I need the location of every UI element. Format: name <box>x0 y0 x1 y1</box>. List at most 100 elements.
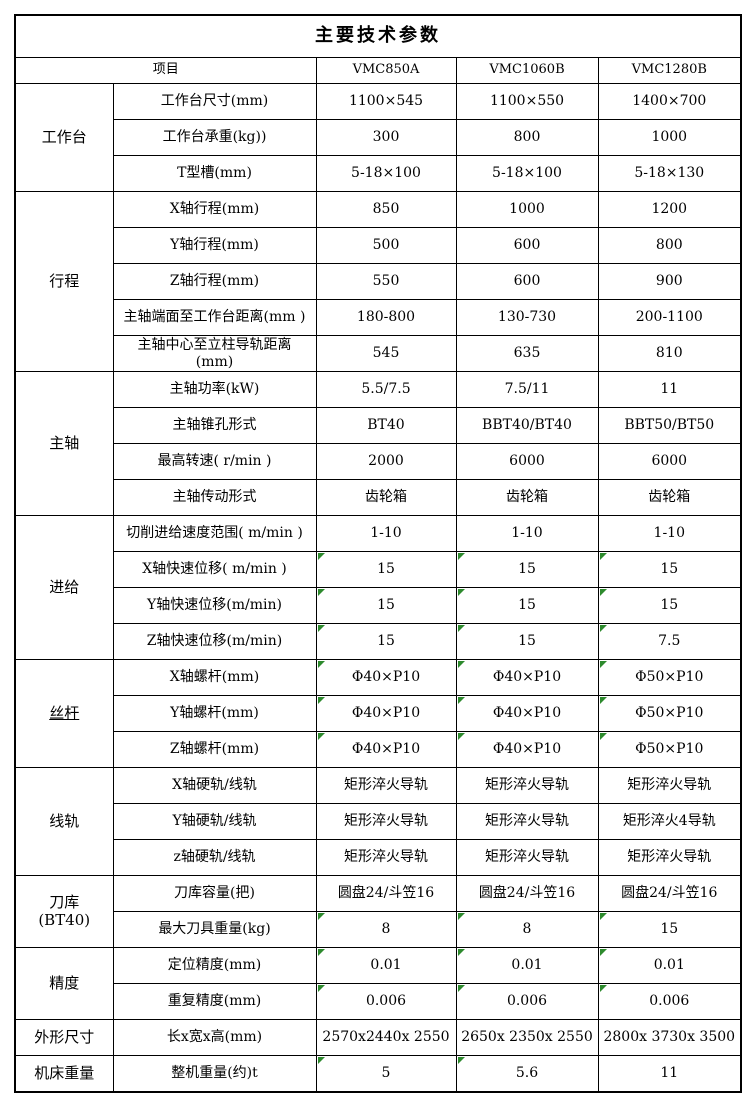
green-corner-triangle-icon <box>317 1057 325 1064</box>
value-text: 200-1100 <box>635 309 703 326</box>
value-cell: 300 <box>315 119 457 156</box>
value-text: Φ40×P10 <box>351 705 421 722</box>
value-cell: 2800x 3730x 3500 <box>597 1019 742 1056</box>
param-label: 切削进给速度范围( m/min ) <box>112 515 317 552</box>
value-text: 5-18×100 <box>351 165 421 182</box>
value-cell: 矩形淬火4导轨 <box>597 803 742 840</box>
value-cell: 810 <box>597 335 742 372</box>
value-cell: 矩形淬火导轨 <box>597 767 742 804</box>
param-label: Y轴行程(mm) <box>112 227 317 264</box>
value-cell: 15 <box>315 587 457 624</box>
value-cell: 800 <box>455 119 599 156</box>
value-text: 1-10 <box>511 525 543 542</box>
value-text: 15 <box>377 561 395 578</box>
param-label: Z轴快速位移(m/min) <box>112 623 317 660</box>
value-cell: 1-10 <box>315 515 457 552</box>
value-cell: 15 <box>597 551 742 588</box>
value-text: 7.5/11 <box>504 381 550 398</box>
spec-row: 重复精度(mm) 0.006 0.006 0.006 <box>15 983 742 1020</box>
spec-row: Z轴行程(mm) 550 600 900 <box>15 263 742 300</box>
value-cell: Φ50×P10 <box>597 659 742 696</box>
value-cell: 6000 <box>455 443 599 480</box>
title-row: 主要技术参数 <box>14 14 742 58</box>
group-label: 精度 <box>14 947 114 1020</box>
value-cell: 5-18×130 <box>597 155 742 192</box>
value-cell: 1-10 <box>455 515 599 552</box>
value-text: Φ40×P10 <box>351 669 421 686</box>
group-label: 机床重量 <box>14 1055 114 1093</box>
value-text: 圆盘24/斗笠16 <box>621 885 718 902</box>
green-corner-triangle-icon <box>317 625 325 632</box>
value-text: 800 <box>513 129 541 146</box>
spec-row: 机床重量 整机重量(约)t 5 5.6 11 <box>14 1055 742 1093</box>
value-text: 矩形淬火导轨 <box>344 813 428 830</box>
value-text: 545 <box>372 345 400 362</box>
green-corner-triangle-icon <box>317 697 325 704</box>
value-cell: 矩形淬火导轨 <box>455 767 599 804</box>
value-cell: BBT40/BT40 <box>455 407 599 444</box>
green-corner-triangle-icon <box>457 913 465 920</box>
value-cell: 1-10 <box>597 515 742 552</box>
group-label: 线轨 <box>14 767 114 876</box>
value-text: 2000 <box>368 453 404 470</box>
green-corner-triangle-icon <box>457 1057 465 1064</box>
value-text: 0.006 <box>506 993 548 1010</box>
value-text: 8 <box>381 921 391 938</box>
spec-row: X轴快速位移( m/min ) 15 15 15 <box>15 551 742 588</box>
param-label: 定位精度(mm) <box>112 947 317 984</box>
value-cell: 850 <box>315 191 457 228</box>
value-cell: Φ50×P10 <box>597 731 742 768</box>
param-label: X轴硬轨/线轨 <box>112 767 317 804</box>
value-cell: 矩形淬火导轨 <box>597 839 742 876</box>
value-cell: 1400×700 <box>597 83 742 120</box>
value-text: 1100×545 <box>348 93 424 110</box>
value-cell: 0.01 <box>597 947 742 984</box>
param-label: Z轴螺杆(mm) <box>112 731 317 768</box>
spec-row: 刀库 (BT40) 刀库容量(把) 圆盘24/斗笠16 圆盘24/斗笠16 圆盘24/斗… <box>14 875 742 948</box>
value-cell: 0.006 <box>315 983 457 1020</box>
value-cell: 900 <box>597 263 742 300</box>
value-text: 850 <box>372 201 400 218</box>
spec-row: Y轴螺杆(mm) Φ40×P10 Φ40×P10 Φ50×P10 <box>15 695 742 732</box>
spec-row: 精度 定位精度(mm) 0.01 0.01 0.01 <box>14 947 742 1020</box>
spec-row: 主轴 主轴功率(kW) 5.5/7.5 7.5/11 11 <box>14 371 742 516</box>
value-cell: Φ40×P10 <box>455 659 599 696</box>
value-text: 0.006 <box>365 993 407 1010</box>
value-text: 15 <box>660 561 679 578</box>
value-text: 2650x 2350x 2550 <box>461 1029 593 1046</box>
param-label: Z轴行程(mm) <box>112 263 317 300</box>
value-text: Φ40×P10 <box>492 705 562 722</box>
value-text: 0.01 <box>653 957 685 974</box>
value-text: 1000 <box>509 201 545 218</box>
value-text: 1-10 <box>370 525 402 542</box>
value-cell: 600 <box>455 227 599 264</box>
green-corner-triangle-icon <box>457 625 465 632</box>
green-corner-triangle-icon <box>317 553 325 560</box>
value-cell: 5.6 <box>455 1055 599 1093</box>
spec-row: 主轴锥孔形式 BT40 BBT40/BT40 BBT50/BT50 <box>15 407 742 444</box>
spec-row: 最高转速( r/min ) 2000 6000 6000 <box>15 443 742 480</box>
spec-row: 进给 切削进给速度范围( m/min ) 1-10 1-10 1-10 <box>14 515 742 660</box>
spec-row: 外形尺寸 长x宽x高(mm) 2570x2440x 2550 2650x 2350x … <box>14 1019 742 1056</box>
value-cell: Φ40×P10 <box>455 731 599 768</box>
header-model-vmc1060b: VMC1060B <box>455 57 599 84</box>
group-label: 进给 <box>14 515 114 660</box>
value-text: 635 <box>513 345 541 362</box>
value-text: 900 <box>655 273 683 290</box>
value-cell: 15 <box>597 911 742 948</box>
value-text: 15 <box>377 633 395 650</box>
value-cell: 8 <box>455 911 599 948</box>
header-row: 项目 VMC850A VMC1060B VMC1280B <box>14 57 742 84</box>
value-cell: 2000 <box>315 443 457 480</box>
value-text: 圆盘24/斗笠16 <box>478 885 576 902</box>
value-text: 130-730 <box>497 309 557 326</box>
value-text: 6000 <box>509 453 545 470</box>
value-cell: 5.5/7.5 <box>315 371 457 408</box>
value-cell: 15 <box>315 623 457 660</box>
value-cell: 635 <box>455 335 599 372</box>
green-corner-triangle-icon <box>317 661 325 668</box>
value-text: 300 <box>372 129 400 146</box>
value-cell: 180-800 <box>315 299 457 336</box>
value-text: 5 <box>381 1065 391 1082</box>
value-cell: 600 <box>455 263 599 300</box>
